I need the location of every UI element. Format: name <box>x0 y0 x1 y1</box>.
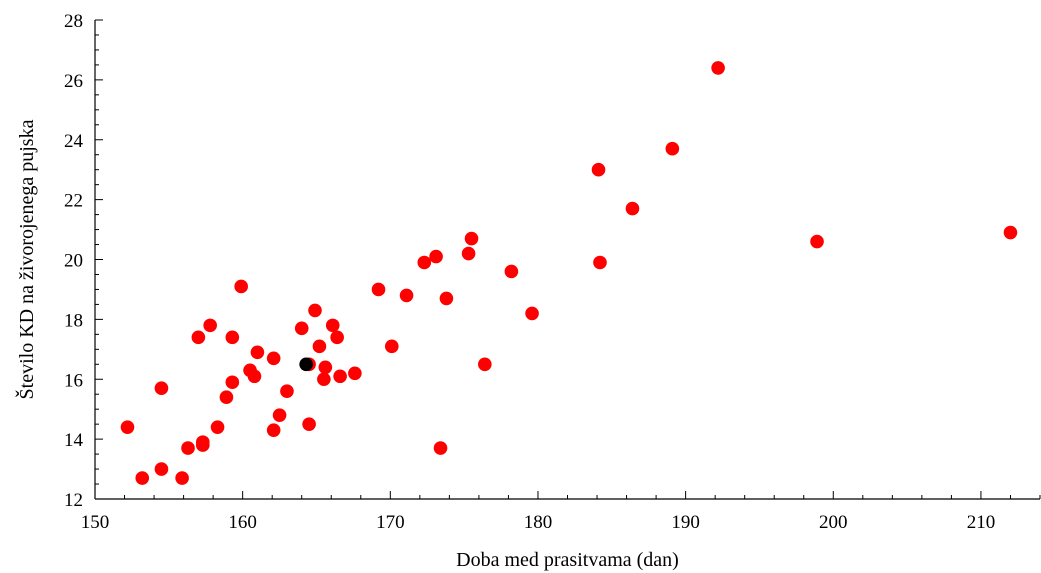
data-point <box>810 234 824 249</box>
data-point <box>135 471 150 485</box>
data-point <box>504 264 519 279</box>
data-point <box>461 246 476 261</box>
data-point <box>439 291 454 306</box>
data-point <box>711 61 725 75</box>
x-tick-label: 180 <box>524 512 553 533</box>
highlighted-data-point <box>299 357 313 372</box>
data-point <box>234 279 248 294</box>
x-axis-label: Doba med prasitvama (dan) <box>456 549 679 571</box>
data-point <box>371 282 386 297</box>
x-tick-label: 170 <box>376 512 405 533</box>
y-tick-label: 14 <box>64 430 84 451</box>
data-point <box>429 249 443 264</box>
data-point <box>1003 225 1018 240</box>
data-point <box>625 201 640 216</box>
data-point <box>266 351 281 366</box>
data-point <box>593 255 607 270</box>
data-point <box>225 375 240 390</box>
x-tick-label: 150 <box>81 512 110 533</box>
data-point <box>302 417 316 431</box>
data-point <box>348 366 362 381</box>
x-tick-label: 160 <box>228 512 257 533</box>
x-tick-label: 200 <box>819 512 848 533</box>
data-point <box>525 306 539 321</box>
y-tick-label: 12 <box>64 490 83 511</box>
data-point <box>308 303 322 318</box>
data-point <box>120 420 135 434</box>
data-points <box>120 61 1018 485</box>
data-point <box>325 318 340 333</box>
data-point <box>294 321 309 336</box>
x-tick-label: 210 <box>967 512 996 533</box>
data-point <box>665 141 680 156</box>
data-point <box>210 420 225 434</box>
data-point <box>317 372 331 387</box>
data-point <box>591 162 606 177</box>
data-point <box>272 408 287 422</box>
data-point <box>312 339 327 354</box>
data-point <box>191 330 206 345</box>
data-point <box>417 255 432 270</box>
data-point <box>266 423 281 437</box>
data-point <box>154 381 169 396</box>
axes: 150 160 170 180 190 200 210 12 14 16 18 20 22 24 26 28 <box>64 11 1041 533</box>
data-point <box>333 369 347 384</box>
data-point <box>225 330 240 345</box>
y-tick-label: 26 <box>64 71 83 92</box>
x-tick-label: 190 <box>671 512 700 533</box>
y-tick-label: 28 <box>64 11 83 32</box>
data-point <box>318 360 333 375</box>
data-point <box>195 438 210 452</box>
y-tick-label: 18 <box>64 310 83 331</box>
data-point <box>399 288 414 303</box>
y-tick-label: 24 <box>64 131 84 152</box>
data-point <box>478 357 492 372</box>
data-point <box>330 330 344 345</box>
y-tick-label: 22 <box>64 191 83 212</box>
data-point <box>384 339 399 354</box>
data-point <box>175 471 189 485</box>
data-point <box>154 462 169 476</box>
data-point <box>219 390 234 405</box>
data-point <box>250 345 265 360</box>
y-axis-label: Število KD na živorojenega pujska <box>14 119 38 399</box>
data-point <box>247 369 262 384</box>
y-tick-label: 16 <box>64 370 83 391</box>
data-point <box>203 318 217 333</box>
y-tick-label: 20 <box>64 251 83 272</box>
data-point <box>181 441 195 455</box>
data-point <box>464 231 479 246</box>
data-point <box>280 384 294 399</box>
data-point <box>433 441 448 455</box>
